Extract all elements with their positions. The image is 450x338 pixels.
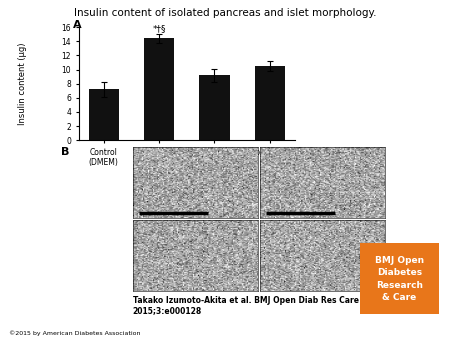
Text: Takako Izumoto-Akita et al. BMJ Open Diab Res Care
2015;3:e000128: Takako Izumoto-Akita et al. BMJ Open Dia… — [133, 296, 359, 315]
Text: Insulin content of isolated pancreas and islet morphology.: Insulin content of isolated pancreas and… — [74, 8, 376, 19]
Y-axis label: Insulin content (μg): Insulin content (μg) — [18, 42, 27, 125]
Bar — [255, 66, 285, 140]
Bar — [144, 39, 174, 140]
Text: A: A — [73, 21, 82, 30]
Text: B: B — [61, 147, 69, 157]
Text: ©2015 by American Diabetes Association: ©2015 by American Diabetes Association — [9, 331, 140, 336]
Text: BMJ Open
Diabetes
Research
& Care: BMJ Open Diabetes Research & Care — [375, 256, 424, 302]
Bar — [199, 75, 230, 140]
Text: *†§: *†§ — [153, 24, 166, 33]
Bar — [89, 89, 119, 140]
